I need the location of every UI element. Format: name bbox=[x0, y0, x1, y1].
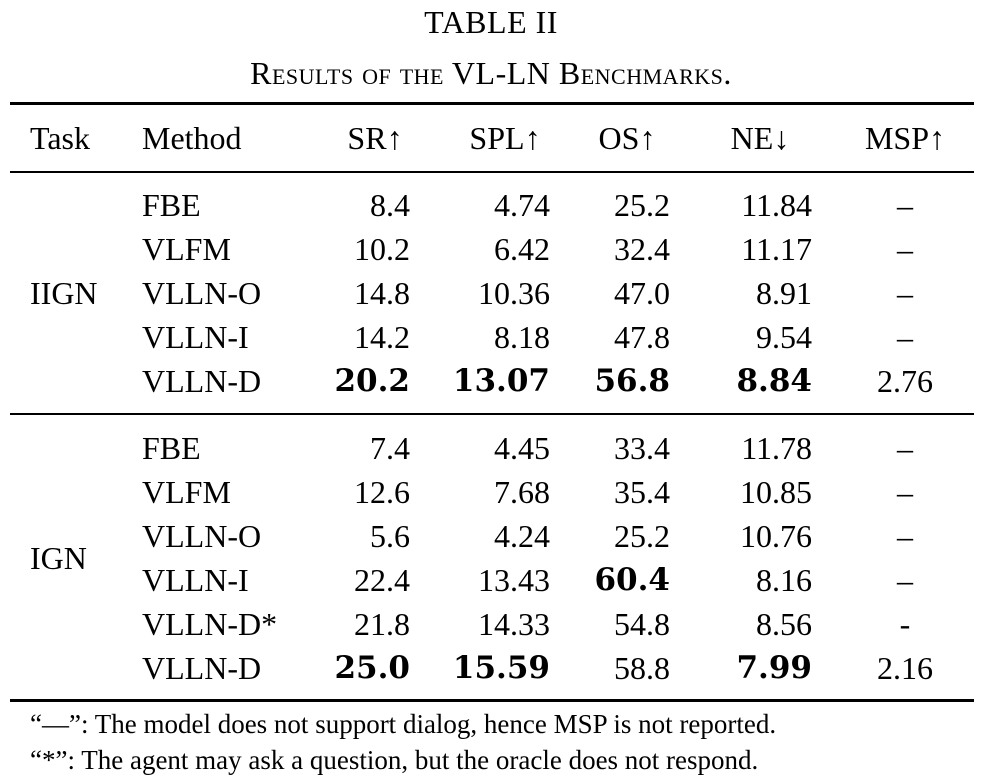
cell-ign-vlln-dstar-sr: 21.8 bbox=[354, 606, 410, 642]
table-number: TABLE II bbox=[424, 4, 558, 40]
cell-iign-vlfm-msp: – bbox=[897, 231, 913, 267]
cell-iign-vlfm-spl: 6.42 bbox=[494, 231, 550, 267]
group-separator-rule bbox=[10, 413, 974, 415]
cell-iign-vlln-d-os: 56.8 bbox=[594, 363, 670, 399]
cell-ign-vlln-dstar-ne: 8.56 bbox=[756, 606, 812, 642]
cell-iign-vlfm-method: VLFM bbox=[142, 231, 231, 267]
cell-iign-vlln-i-os: 47.8 bbox=[614, 319, 670, 355]
cell-ign-vlfm-ne: 10.85 bbox=[740, 474, 812, 510]
cell-iign-vlfm-ne: 11.17 bbox=[741, 231, 812, 267]
task-label-ign: IGN bbox=[30, 540, 87, 576]
header-spl: SPL↑ bbox=[469, 120, 541, 156]
cell-ign-fbe-ne: 11.78 bbox=[741, 430, 812, 466]
header-msp: MSP↑ bbox=[864, 120, 946, 156]
cell-ign-vlln-o-ne: 10.76 bbox=[740, 518, 812, 554]
cell-iign-vlln-o-spl: 10.36 bbox=[478, 275, 550, 311]
cell-iign-fbe-ne: 11.84 bbox=[741, 187, 812, 223]
cell-iign-vlln-o-method: VLLN-O bbox=[142, 275, 262, 311]
cell-iign-vlln-o-os: 47.0 bbox=[614, 275, 670, 311]
cell-ign-vlln-d-ne: 7.99 bbox=[736, 650, 812, 686]
cell-iign-vlln-o-ne: 8.91 bbox=[756, 275, 812, 311]
header-task: Task bbox=[30, 120, 90, 156]
cell-iign-vlln-i-ne: 9.54 bbox=[756, 319, 812, 355]
cell-ign-fbe-os: 33.4 bbox=[614, 430, 670, 466]
cell-iign-vlln-i-msp: – bbox=[897, 319, 913, 355]
cell-iign-vlln-o-msp: – bbox=[897, 275, 913, 311]
cell-ign-vlln-d-os: 58.8 bbox=[614, 650, 670, 686]
header-ne: NE↓ bbox=[730, 120, 790, 156]
cell-iign-vlfm-os: 32.4 bbox=[614, 231, 670, 267]
cell-ign-vlln-o-method: VLLN-O bbox=[142, 518, 262, 554]
cell-iign-fbe-spl: 4.74 bbox=[494, 187, 550, 223]
cell-ign-vlln-d-msp: 2.16 bbox=[877, 650, 933, 686]
cell-iign-vlln-i-method: VLLN-I bbox=[142, 319, 249, 355]
footnote-dash: “—”: The model does not support dialog, … bbox=[30, 709, 777, 739]
header-method: Method bbox=[142, 120, 242, 156]
cell-iign-vlln-d-ne: 8.84 bbox=[736, 363, 812, 399]
top-rule bbox=[10, 102, 974, 105]
cell-iign-vlln-i-sr: 14.2 bbox=[354, 319, 410, 355]
cell-ign-vlln-o-os: 25.2 bbox=[614, 518, 670, 554]
cell-ign-vlln-d-method: VLLN-D bbox=[142, 650, 262, 686]
cell-ign-vlln-i-method: VLLN-I bbox=[142, 562, 249, 598]
cell-ign-vlln-dstar-os: 54.8 bbox=[614, 606, 670, 642]
cell-iign-vlln-d-sr: 20.2 bbox=[334, 363, 410, 399]
cell-ign-fbe-msp: – bbox=[897, 430, 913, 466]
cell-ign-vlln-d-spl: 15.59 bbox=[452, 650, 550, 686]
cell-ign-vlfm-os: 35.4 bbox=[614, 474, 670, 510]
table-caption: Results of the VL-LN Benchmarks. bbox=[250, 55, 732, 91]
cell-ign-vlln-dstar-method: VLLN-D* bbox=[142, 606, 278, 642]
bottom-rule bbox=[10, 699, 974, 702]
cell-ign-vlfm-method: VLFM bbox=[142, 474, 231, 510]
cell-iign-fbe-sr: 8.4 bbox=[370, 187, 410, 223]
cell-iign-vlln-d-method: VLLN-D bbox=[142, 363, 262, 399]
cell-iign-fbe-msp: – bbox=[897, 187, 913, 223]
header-os: OS↑ bbox=[598, 120, 656, 156]
cell-ign-vlfm-msp: – bbox=[897, 474, 913, 510]
cell-ign-fbe-sr: 7.4 bbox=[370, 430, 410, 466]
cell-iign-vlfm-sr: 10.2 bbox=[354, 231, 410, 267]
cell-ign-vlln-i-ne: 8.16 bbox=[756, 562, 812, 598]
cell-ign-vlln-d-sr: 25.0 bbox=[334, 650, 410, 686]
cell-ign-vlfm-spl: 7.68 bbox=[494, 474, 550, 510]
cell-ign-vlln-o-sr: 5.6 bbox=[370, 518, 410, 554]
cell-iign-fbe-os: 25.2 bbox=[614, 187, 670, 223]
cell-ign-fbe-method: FBE bbox=[142, 430, 201, 466]
cell-ign-fbe-spl: 4.45 bbox=[494, 430, 550, 466]
task-label-iign: IIGN bbox=[30, 275, 98, 311]
header-rule bbox=[10, 171, 974, 173]
cell-ign-vlln-i-sr: 22.4 bbox=[354, 562, 410, 598]
footnote-star: “*”: The agent may ask a question, but t… bbox=[30, 745, 759, 775]
cell-ign-vlfm-sr: 12.6 bbox=[354, 474, 410, 510]
cell-iign-vlln-o-sr: 14.8 bbox=[354, 275, 410, 311]
cell-ign-vlln-o-spl: 4.24 bbox=[494, 518, 550, 554]
cell-ign-vlln-o-msp: – bbox=[897, 518, 913, 554]
cell-iign-vlln-d-msp: 2.76 bbox=[877, 363, 933, 399]
cell-ign-vlln-i-spl: 13.43 bbox=[478, 562, 550, 598]
header-sr: SR↑ bbox=[347, 120, 403, 156]
cell-iign-vlln-d-spl: 13.07 bbox=[452, 363, 550, 399]
cell-ign-vlln-i-msp: – bbox=[897, 562, 913, 598]
cell-ign-vlln-dstar-spl: 14.33 bbox=[478, 606, 550, 642]
cell-ign-vlln-dstar-msp: - bbox=[899, 606, 911, 642]
cell-iign-vlln-i-spl: 8.18 bbox=[494, 319, 550, 355]
cell-iign-fbe-method: FBE bbox=[142, 187, 201, 223]
cell-ign-vlln-i-os: 60.4 bbox=[594, 562, 670, 598]
